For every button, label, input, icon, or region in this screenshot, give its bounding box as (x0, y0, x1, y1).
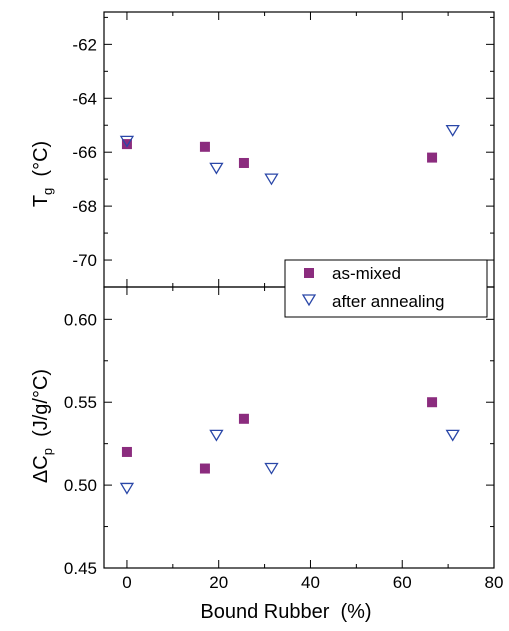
bottom-point-after-annealing (264, 462, 279, 475)
top-y-tick-label: -68 (72, 197, 97, 216)
legend-label-after-annealing: after annealing (332, 292, 444, 311)
bottom-y-tick-label: 0.50 (64, 476, 97, 495)
top-y-tick-label: -70 (72, 251, 97, 270)
bottom-point-as-mixed (121, 446, 132, 457)
x-tick-label: 40 (301, 573, 320, 592)
top-y-tick-label: -62 (72, 35, 97, 54)
bottom-point-as-mixed (199, 463, 210, 474)
top-y-axis-title: Tg (°C) (30, 141, 55, 207)
top-point-after-annealing (209, 162, 224, 175)
top-point-after-annealing (264, 173, 279, 186)
top-point-after-annealing (445, 124, 460, 137)
bottom-y-tick-label: 0.60 (64, 310, 97, 329)
top-y-tick-label: -66 (72, 143, 97, 162)
x-tick-label: 80 (485, 573, 504, 592)
top-panel-frame (103, 11, 495, 288)
bottom-panel-frame (103, 286, 495, 569)
bottom-y-axis-title: ΔCp (J/g/°C) (30, 369, 55, 483)
x-axis-title: Bound Rubber (%) (200, 601, 371, 623)
top-y-tick-label: -64 (72, 89, 97, 108)
bottom-y-tick-label: 0.55 (64, 393, 97, 412)
data-markers (119, 124, 460, 495)
bottom-point-after-annealing (209, 429, 224, 442)
legend-marker-after-annealing (301, 294, 317, 307)
legend-marker-as-mixed (304, 268, 314, 278)
bottom-y-tick-label: 0.45 (64, 559, 97, 578)
x-tick-label: 0 (122, 573, 131, 592)
top-point-as-mixed (427, 152, 438, 163)
top-point-as-mixed (238, 157, 249, 168)
bottom-point-after-annealing (445, 429, 460, 442)
bottom-point-as-mixed (427, 397, 438, 408)
tick-labels: -62 -64 -66 -68 -70 0.45 0.50 0.55 0.60 0 20 40 60 80 (64, 35, 504, 592)
bottom-point-as-mixed (238, 413, 249, 424)
legend-box (284, 259, 488, 318)
bottom-point-after-annealing (119, 482, 135, 495)
x-tick-label: 60 (393, 573, 412, 592)
legend-label-as-mixed: as-mixed (332, 264, 401, 283)
x-tick-label: 20 (209, 573, 228, 592)
legend: as-mixed after annealing (284, 259, 488, 318)
top-point-as-mixed (199, 141, 210, 152)
top-point-after-annealing (119, 135, 135, 148)
top-point-as-mixed (121, 139, 132, 150)
